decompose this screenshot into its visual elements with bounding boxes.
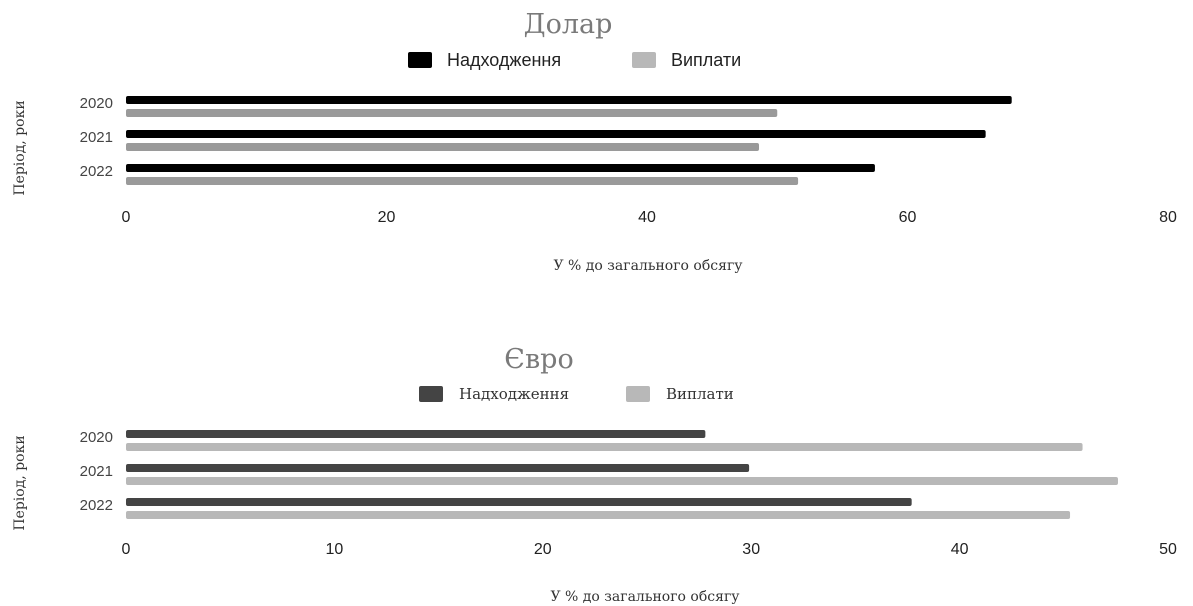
category-labels: 2020 2021 2022 [80, 429, 113, 514]
legend: Надходження Виплати [408, 50, 741, 70]
x-tick-label: 30 [742, 541, 760, 558]
bar-payments-2021 [126, 477, 1118, 485]
category-label-2020: 2020 [80, 95, 113, 112]
category-label-2020: 2020 [80, 429, 113, 446]
x-tick-label: 40 [638, 209, 656, 226]
x-tick-label: 0 [122, 209, 131, 226]
legend-swatch-receipts [408, 52, 432, 68]
legend: Надходження Виплати [419, 385, 734, 403]
bars [126, 96, 1012, 185]
category-labels: 2020 2021 2022 [80, 95, 113, 180]
category-label-2022: 2022 [80, 163, 113, 180]
legend-label-payments: Виплати [671, 50, 741, 70]
x-tick-label: 40 [951, 541, 969, 558]
bar-payments-2022 [126, 511, 1071, 519]
y-axis-label: Період, роки [12, 100, 28, 195]
x-tick-label: 20 [534, 541, 552, 558]
bars [126, 430, 1118, 519]
x-tick-label: 60 [899, 209, 917, 226]
x-tick-label: 10 [326, 541, 344, 558]
legend-swatch-payments [626, 386, 650, 402]
bar-receipts-2022 [126, 498, 912, 506]
legend-label-payments: Виплати [666, 385, 734, 403]
category-label-2022: 2022 [80, 497, 113, 514]
legend-label-receipts: Надходження [447, 50, 561, 70]
bar-receipts-2020 [126, 96, 1012, 104]
chart-title: Євро [504, 344, 573, 375]
legend-label-receipts: Надходження [459, 385, 569, 403]
chart-dollar: Долар Надходження Виплати 2020 2021 2022 0… [12, 9, 1177, 274]
x-tick-label: 80 [1159, 209, 1177, 226]
bar-payments-2020 [126, 109, 778, 117]
x-tick-labels: 0 20 40 60 80 [122, 209, 1177, 226]
bar-payments-2021 [126, 143, 760, 151]
bar-payments-2022 [126, 177, 799, 185]
x-axis-label: У % до загального обсягу [550, 589, 740, 605]
y-axis-label: Період, роки [12, 435, 28, 530]
bar-receipts-2021 [126, 130, 986, 138]
bar-receipts-2020 [126, 430, 706, 438]
bar-receipts-2021 [126, 464, 750, 472]
x-tick-labels: 0 10 20 30 40 50 [122, 541, 1177, 558]
legend-swatch-payments [632, 52, 656, 68]
x-tick-label: 20 [378, 209, 396, 226]
bar-payments-2020 [126, 443, 1083, 451]
category-label-2021: 2021 [80, 463, 113, 480]
x-tick-label: 0 [122, 541, 131, 558]
bar-receipts-2022 [126, 164, 875, 172]
x-axis-label: У % до загального обсягу [553, 258, 743, 274]
x-tick-label: 50 [1159, 541, 1177, 558]
legend-swatch-receipts [419, 386, 443, 402]
category-label-2021: 2021 [80, 129, 113, 146]
chart-euro: Євро Надходження Виплати 2020 2021 2022 0 1… [12, 344, 1177, 605]
chart-title: Долар [524, 9, 613, 40]
